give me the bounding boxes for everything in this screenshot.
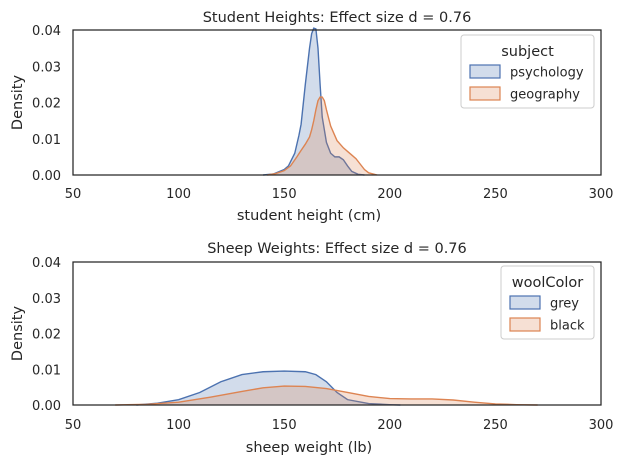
y-tick-label: 0.01	[32, 133, 61, 148]
legend-swatch-grey	[509, 295, 541, 310]
legend-swatch-geography	[469, 86, 501, 101]
chart-title: Student Heights: Effect size d = 0.76	[203, 10, 472, 26]
legend-title: woolColor	[512, 275, 584, 291]
plot-frame	[72, 261, 602, 406]
area-black	[115, 386, 538, 405]
legend-label-grey: grey	[550, 297, 579, 312]
x-tick-label: 200	[377, 187, 402, 202]
line-psychology	[263, 27, 365, 176]
chart-title: Sheep Weights: Effect size d = 0.76	[207, 241, 467, 257]
x-tick-label: 100	[166, 418, 191, 433]
x-tick-label: 250	[483, 187, 508, 202]
line-grey	[136, 370, 401, 406]
y-tick-label: 0.00	[32, 399, 61, 414]
line-geography	[267, 96, 378, 176]
y-tick-label: 0.03	[32, 292, 61, 307]
x-tick-label: 50	[65, 418, 82, 433]
chart-panel-2: Sheep Weights: Effect size d = 0.76 50 100…	[10, 241, 613, 456]
y-tick-label: 0.00	[32, 169, 61, 184]
chart-panel-1: Student Heights: Effect size d = 0.76 50 1…	[10, 10, 613, 224]
legend: woolColor grey black	[500, 265, 595, 340]
legend-label-psychology: psychology	[510, 66, 584, 81]
y-tick-label: 0.02	[32, 328, 61, 343]
line-black	[115, 385, 538, 406]
x-tick-label: 300	[589, 418, 614, 433]
x-axis-label: sheep weight (lb)	[246, 440, 372, 456]
plot-frame	[72, 29, 602, 176]
y-tick-label: 0.04	[32, 256, 61, 271]
legend-title: subject	[501, 44, 554, 60]
area-geography	[267, 97, 378, 175]
y-axis-label: Density	[10, 75, 26, 131]
x-tick-label: 250	[483, 418, 508, 433]
legend-swatch-psychology	[469, 64, 501, 79]
x-tick-label: 300	[589, 187, 614, 202]
y-tick-label: 0.01	[32, 363, 61, 378]
legend-label-black: black	[550, 319, 585, 334]
legend-box	[460, 34, 595, 109]
legend-box	[500, 265, 595, 340]
y-tick-label: 0.03	[32, 60, 61, 75]
x-tick-label: 100	[166, 187, 191, 202]
x-tick-label: 150	[272, 187, 297, 202]
x-tick-label: 150	[272, 418, 297, 433]
x-tick-label: 200	[377, 418, 402, 433]
y-axis-label: Density	[10, 306, 26, 362]
y-tick-label: 0.02	[32, 97, 61, 112]
x-axis-label: student height (cm)	[237, 208, 381, 224]
legend-label-geography: geography	[510, 88, 580, 103]
y-tick-label: 0.04	[32, 24, 61, 39]
area-psychology	[263, 28, 365, 175]
legend-swatch-black	[509, 317, 541, 332]
legend: subject psychology geography	[460, 34, 595, 109]
x-tick-label: 50	[65, 187, 82, 202]
